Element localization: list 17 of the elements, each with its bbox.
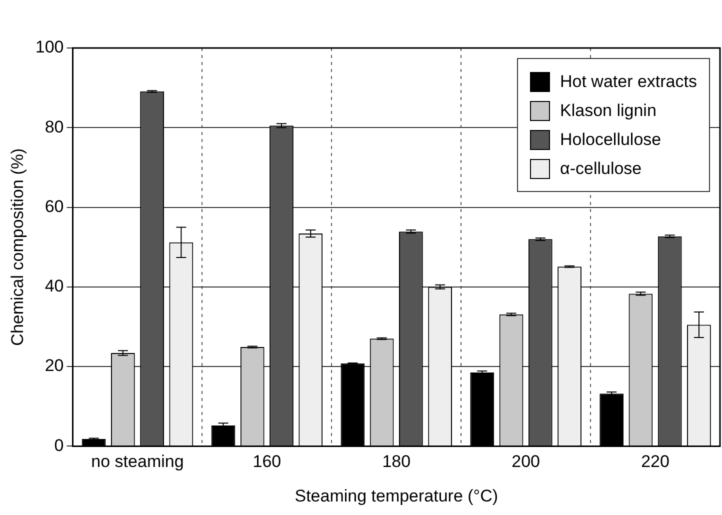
y-tick-label: 0 (54, 436, 64, 455)
x-tick-label: no steaming (91, 452, 184, 472)
y-tick-label: 80 (44, 117, 64, 136)
x-axis-title: Steaming temperature (°C) (294, 486, 498, 506)
legend-label: Klason lignin (560, 100, 656, 120)
x-tick-label: 160 (252, 452, 282, 472)
legend-label: Hot water extracts (560, 72, 697, 92)
y-tick-label: 40 (44, 276, 64, 296)
y-tick-label: 100 (35, 38, 64, 57)
y-axis-title: Chemical composition (%) (8, 148, 27, 346)
x-tick-label: 220 (641, 452, 670, 472)
x-tick-label: 200 (512, 452, 540, 472)
x-tick-label: 180 (382, 452, 411, 472)
legend-label: Holocellulose (560, 130, 662, 150)
y-tick-label: 20 (44, 356, 64, 376)
legend-label: α-cellulose (560, 158, 642, 178)
y-tick-label: 60 (44, 196, 64, 216)
